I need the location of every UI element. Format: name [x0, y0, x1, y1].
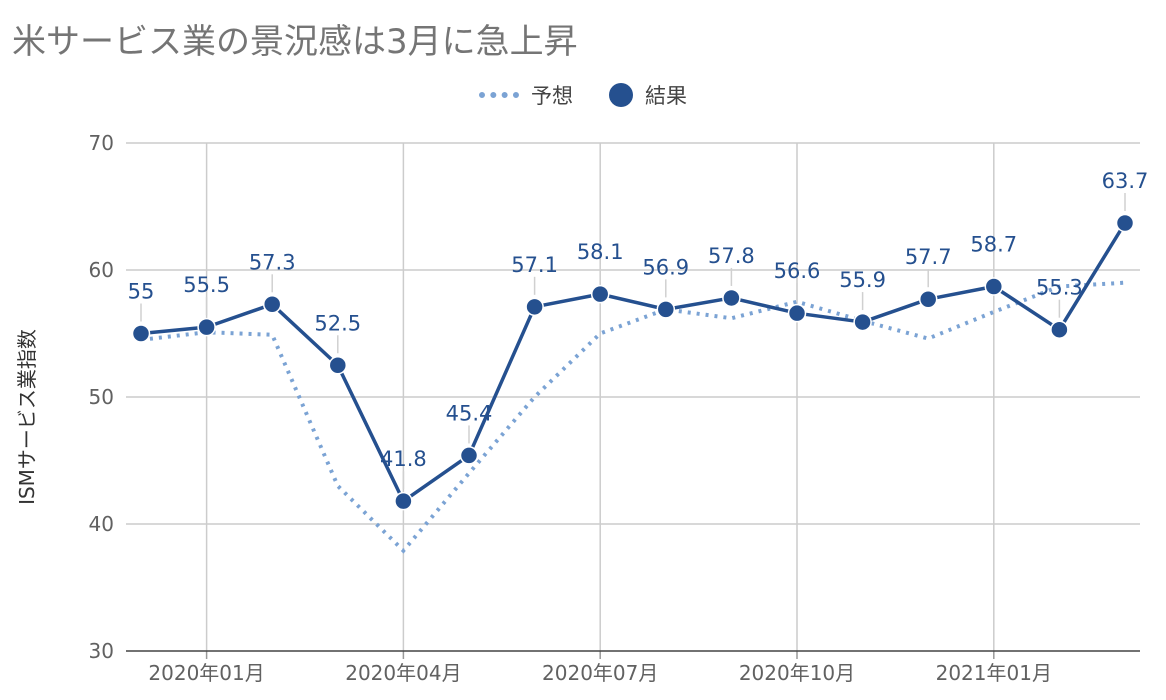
- data-label-2020-09: 57.8: [708, 244, 755, 268]
- result-line: [140, 222, 1127, 503]
- data-label-2021-02: 55.3: [1036, 276, 1083, 300]
- result-point-2020-06: [525, 297, 544, 317]
- result-point-2019-12: [131, 324, 151, 343]
- legend-forecast-swatch: [479, 92, 519, 98]
- data-label-2021-01: 58.7: [970, 233, 1017, 257]
- chart-title: 米サービス業の景況感は3月に急上昇: [12, 22, 578, 62]
- data-label-2020-01: 55.5: [183, 273, 230, 297]
- y-axis-label: ISMサービス業指数: [15, 329, 39, 505]
- y-tick-label-60: 60: [89, 258, 114, 282]
- x-tick-label-2020-10: 2020年10月: [739, 661, 855, 685]
- legend-result-swatch: [609, 83, 633, 107]
- result-point-2020-12: [918, 289, 938, 309]
- x-tick-label-2020-04: 2020年04月: [345, 661, 461, 685]
- result-point-2020-09: [722, 288, 741, 308]
- data-label-2019-12: 55: [128, 280, 155, 304]
- y-tick-label-30: 30: [89, 639, 114, 663]
- result-point-2020-02: [262, 295, 282, 314]
- data-label-2020-03: 52.5: [314, 311, 361, 335]
- data-label-2020-04: 41.8: [380, 447, 427, 471]
- data-label-2020-06: 57.1: [511, 253, 558, 277]
- data-label-2020-07: 58.1: [577, 240, 624, 264]
- result-point-2020-08: [656, 300, 676, 319]
- result-point-2020-04: [394, 491, 413, 511]
- x-tick-label-2021-01: 2021年01月: [936, 661, 1052, 685]
- data-label-2020-05: 45.4: [446, 401, 493, 425]
- result-point-2020-01: [197, 317, 216, 337]
- result-point-2020-10: [787, 303, 807, 323]
- data-label-2021-03: 63.7: [1102, 169, 1149, 193]
- result-point-2020-07: [590, 284, 610, 304]
- result-point-2021-01: [984, 277, 1004, 296]
- legend-result-label: 結果: [645, 84, 687, 108]
- series-result: [131, 213, 1135, 511]
- legend-forecast-label: 予想: [531, 84, 573, 108]
- legend-item-forecast[interactable]: 予想: [479, 80, 573, 110]
- data-labels: 55 55.5 57.3 52.5 41.8 45.4 57.1 58.1 56.9 57.8 56…: [128, 169, 1149, 490]
- result-point-2021-03: [1115, 213, 1135, 233]
- x-tick-label-2020-07: 2020年07月: [542, 661, 658, 685]
- legend-item-result[interactable]: 結果: [609, 80, 687, 110]
- x-tick-label-2020-01: 2020年01月: [148, 661, 264, 685]
- legend: 予想 結果: [0, 80, 1166, 110]
- grid-lines: [126, 142, 1140, 651]
- data-label-2020-02: 57.3: [249, 250, 296, 274]
- result-point-2020-05: [459, 446, 479, 465]
- series-forecast: [140, 280, 1126, 554]
- result-point-2020-03: [328, 356, 348, 375]
- y-tick-label-70: 70: [89, 131, 114, 155]
- y-tick-label-40: 40: [89, 512, 114, 536]
- data-label-2020-11: 55.9: [839, 268, 886, 292]
- axes: 30 40 50 60 70 2020年01月 2020年04月 2020年07月 2020年1…: [89, 131, 1140, 685]
- data-label-2020-08: 56.9: [642, 255, 689, 279]
- forecast-line: [140, 280, 1126, 554]
- result-point-2021-02: [1050, 320, 1069, 339]
- data-label-2020-12: 57.7: [905, 245, 952, 269]
- data-label-2020-10: 56.6: [774, 259, 821, 283]
- y-tick-label-50: 50: [89, 385, 114, 409]
- result-point-2020-11: [853, 312, 872, 332]
